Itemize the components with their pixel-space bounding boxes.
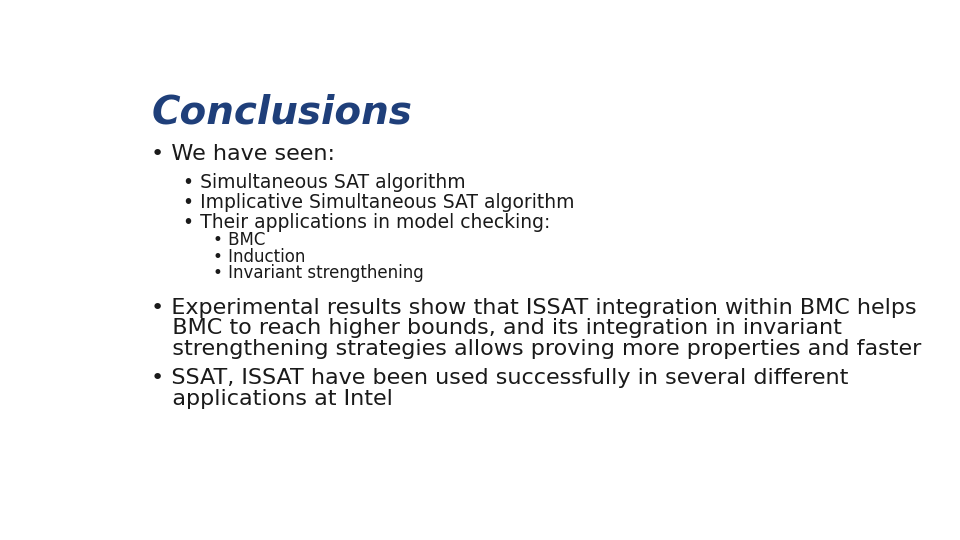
Text: BMC to reach higher bounds, and its integration in invariant: BMC to reach higher bounds, and its inte… xyxy=(152,319,842,339)
Text: • Experimental results show that ISSAT integration within BMC helps: • Experimental results show that ISSAT i… xyxy=(152,298,917,318)
Text: • BMC: • BMC xyxy=(213,231,265,249)
Text: strengthening strategies allows proving more properties and faster: strengthening strategies allows proving … xyxy=(152,339,922,359)
Text: • Simultaneous SAT algorithm: • Simultaneous SAT algorithm xyxy=(183,173,466,192)
Text: • SSAT, ISSAT have been used successfully in several different: • SSAT, ISSAT have been used successfull… xyxy=(152,368,849,388)
Text: • Induction: • Induction xyxy=(213,248,305,266)
Text: • Their applications in model checking:: • Their applications in model checking: xyxy=(183,213,551,232)
Text: applications at Intel: applications at Intel xyxy=(152,389,394,409)
Text: • Implicative Simultaneous SAT algorithm: • Implicative Simultaneous SAT algorithm xyxy=(183,193,575,212)
Text: • Invariant strengthening: • Invariant strengthening xyxy=(213,265,423,282)
Text: Conclusions: Conclusions xyxy=(152,94,412,132)
Text: • We have seen:: • We have seen: xyxy=(152,144,335,164)
